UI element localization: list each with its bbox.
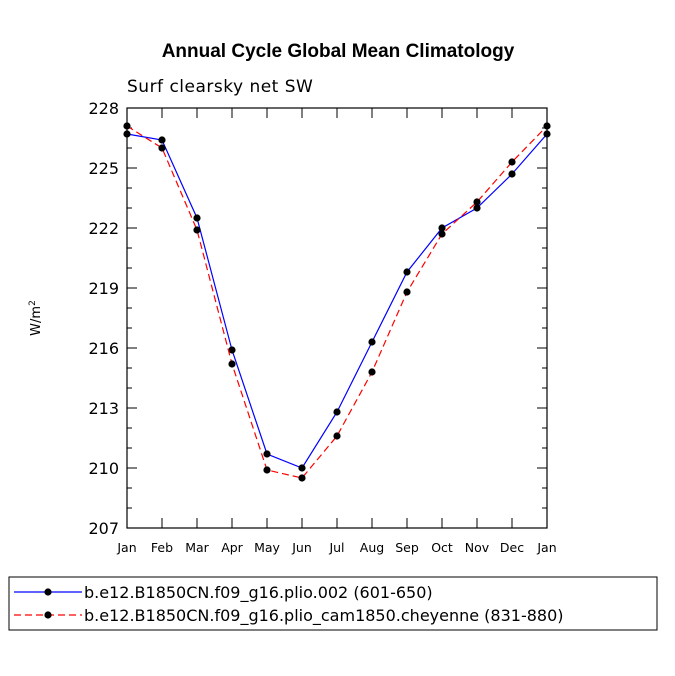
- x-tick-label: Feb: [151, 540, 173, 555]
- series-2-point: [193, 226, 201, 234]
- series-1-point: [438, 224, 446, 232]
- y-tick-label: 210: [88, 459, 119, 478]
- x-tick-label: Oct: [431, 540, 453, 555]
- x-tick-label: Sep: [395, 540, 419, 555]
- y-axis-label: W/m2: [28, 300, 44, 336]
- legend-marker-1: [44, 588, 52, 596]
- x-tick-label: Jul: [328, 540, 344, 555]
- series-1-point: [193, 214, 201, 222]
- series-1-point: [368, 338, 376, 346]
- series-2-point: [368, 368, 376, 376]
- x-tick-label: Mar: [185, 540, 209, 555]
- series-2-point: [123, 122, 131, 130]
- series-2-point: [158, 144, 166, 152]
- legend-label-1: b.e12.B1850CN.f09_g16.plio.002 (601-650): [84, 583, 433, 603]
- series-2-point: [403, 288, 411, 296]
- series-1-point: [473, 204, 481, 212]
- x-tick-label: Aug: [360, 540, 384, 555]
- x-tick-label: Jan: [116, 540, 136, 555]
- series-1-point: [263, 450, 271, 458]
- series-2-point: [228, 360, 236, 368]
- y-tick-label: 207: [88, 519, 119, 538]
- x-tick-label: Apr: [221, 540, 243, 555]
- x-tick-label: Nov: [465, 540, 490, 555]
- chart-subtitle: Surf clearsky net SW: [127, 77, 313, 97]
- series-1-point: [508, 170, 516, 178]
- series-1-point: [403, 268, 411, 276]
- y-tick-label: 225: [88, 159, 119, 178]
- y-axis: 207 210 213 216 219 222 225 228: [88, 99, 547, 538]
- y-tick-label: 216: [88, 339, 119, 358]
- series-1-point: [543, 130, 551, 138]
- series-1-point: [333, 408, 341, 416]
- series-2-point: [333, 432, 341, 440]
- series-1-point: [228, 346, 236, 354]
- series-1-point: [158, 136, 166, 144]
- series-2-point: [438, 230, 446, 238]
- x-tick-label: May: [254, 540, 280, 555]
- x-axis: Jan Feb Mar Apr May Jun Jul Aug Sep Oct Nov Dec Jan: [116, 108, 557, 555]
- series-2-point: [508, 158, 516, 166]
- series-2-point: [263, 466, 271, 474]
- series-1-point: [123, 130, 131, 138]
- series-2-point: [298, 474, 306, 482]
- y-tick-label: 213: [88, 399, 119, 418]
- series-layer: [123, 122, 551, 482]
- y-tick-label: 219: [88, 279, 119, 298]
- legend-marker-2: [44, 611, 52, 619]
- series-2-point: [473, 198, 481, 206]
- x-tick-label: Jan: [536, 540, 556, 555]
- chart-title: Annual Cycle Global Mean Climatology: [162, 41, 515, 62]
- legend-label-2: b.e12.B1850CN.f09_g16.plio_cam1850.cheye…: [84, 606, 564, 626]
- plot-frame: [126, 107, 548, 529]
- x-tick-label: Dec: [500, 540, 524, 555]
- series-line-2: [126, 125, 548, 479]
- y-tick-label: 222: [88, 219, 119, 238]
- series-2-point: [543, 122, 551, 130]
- y-tick-label: 228: [88, 99, 119, 118]
- series-line-1: [126, 133, 548, 469]
- series-1-point: [298, 464, 306, 472]
- legend-box: [8, 576, 658, 631]
- x-tick-label: Jun: [291, 540, 312, 555]
- legend: b.e12.B1850CN.f09_g16.plio.002 (601-650)…: [14, 583, 564, 626]
